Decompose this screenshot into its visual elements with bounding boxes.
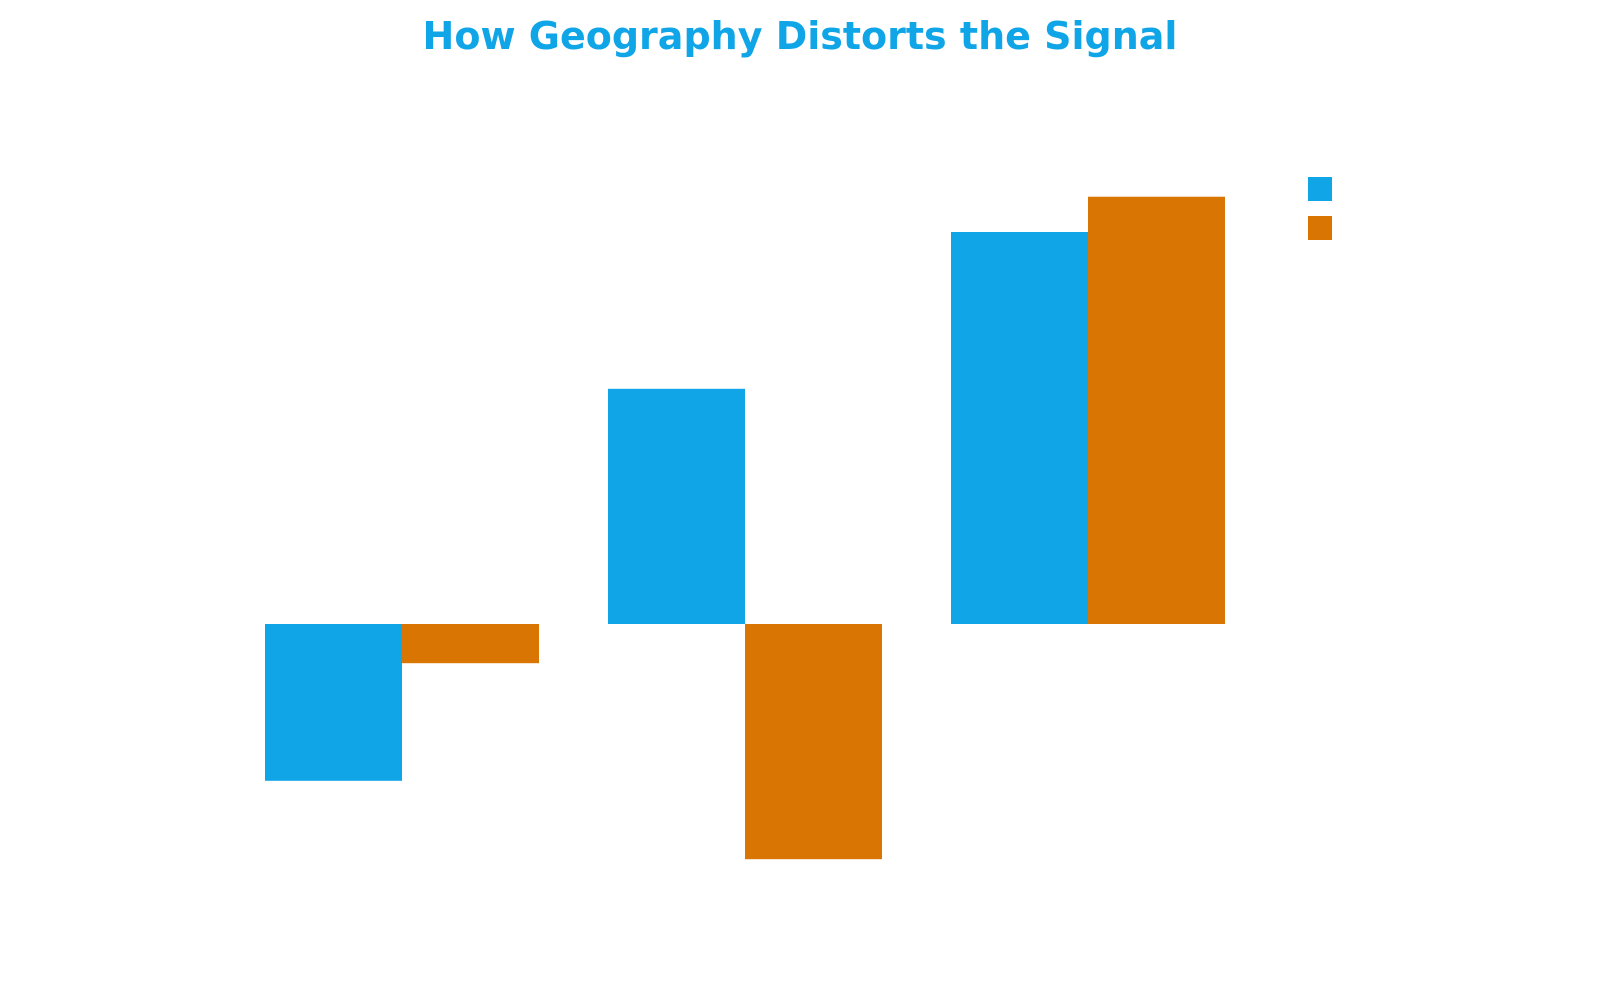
bar-series-1-category-3 — [951, 232, 1088, 624]
bars-layer — [265, 196, 1225, 860]
legend-swatch-2 — [1308, 216, 1332, 240]
bar-series-2-category-1 — [402, 624, 539, 664]
chart-title: How Geography Distorts the Signal — [422, 14, 1178, 58]
bar-series-2-category-2 — [745, 624, 882, 860]
bar-series-2-category-3 — [1088, 196, 1225, 624]
legend — [1308, 177, 1332, 240]
bar-series-1-category-1 — [265, 624, 402, 781]
bar-series-1-category-2 — [608, 388, 745, 624]
legend-swatch-1 — [1308, 177, 1332, 201]
